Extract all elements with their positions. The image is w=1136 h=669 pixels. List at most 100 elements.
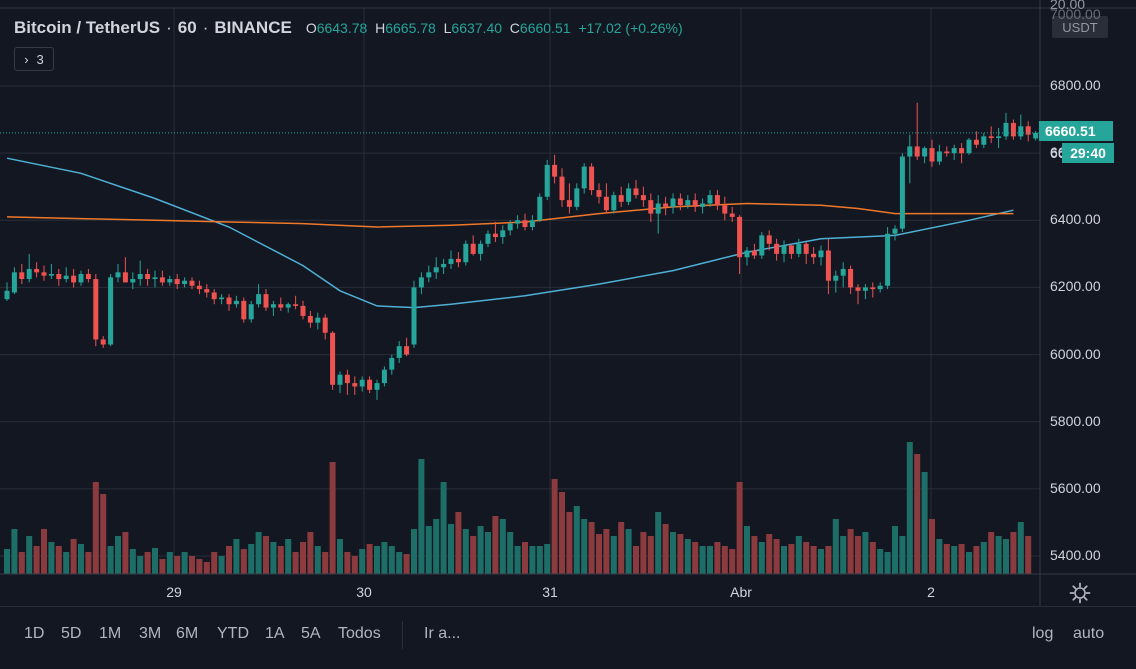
volume-bar [270, 542, 277, 574]
range-button-3m[interactable]: 3M [139, 625, 162, 642]
candle-body [174, 279, 180, 285]
candle-body [448, 258, 454, 264]
candle-body [840, 268, 846, 276]
volume-bar [78, 544, 84, 574]
candle-body [233, 300, 239, 305]
volume-bar [1017, 522, 1024, 574]
candle-body [492, 233, 498, 238]
close-key: C [509, 20, 520, 36]
candle-body [285, 304, 291, 308]
candle-body [751, 250, 757, 256]
volume-bar [677, 534, 684, 574]
candle-body [796, 243, 802, 254]
high-key: H [375, 20, 386, 36]
candle-body [507, 223, 513, 231]
volume-bar [625, 529, 632, 574]
price-axis-label: 5600.00 [1050, 479, 1101, 496]
range-button-todos[interactable]: Todos [338, 625, 381, 642]
volume-bar [781, 546, 787, 574]
volume-bar [181, 552, 188, 574]
volume-bar [499, 519, 506, 574]
volume-bar [218, 556, 225, 574]
candle-body [404, 346, 410, 355]
volume-bar [63, 552, 70, 574]
candle-body [618, 195, 624, 202]
range-button-5d[interactable]: 5D [61, 625, 82, 642]
range-button-1m[interactable]: 1M [99, 625, 122, 642]
range-button-ytd[interactable]: YTD [217, 625, 249, 642]
volume-bar [129, 549, 136, 574]
candle-body [26, 268, 32, 280]
candle-body [470, 243, 476, 254]
volume-bar [758, 542, 765, 574]
interval-label[interactable]: 60 [177, 18, 197, 37]
volume-bar [581, 519, 588, 574]
range-button-1d[interactable]: 1D [24, 625, 45, 642]
candle-body [922, 148, 928, 157]
candle-body [552, 164, 558, 177]
volume-bar [847, 529, 854, 574]
chevron-right-icon: › [24, 51, 29, 67]
candle-body [500, 230, 506, 238]
last-price-tag: 6660.51 [1039, 121, 1113, 141]
candle-body [85, 274, 91, 280]
volume-bar [810, 546, 817, 574]
studies-toggle-button[interactable]: › 3 [14, 47, 54, 71]
candle-body [433, 267, 439, 273]
candle-body [374, 383, 380, 390]
candle-body [1003, 122, 1009, 137]
candle-body [677, 198, 683, 206]
goto-date-button[interactable]: Ir a... [424, 625, 461, 642]
candle-body [951, 148, 957, 154]
candle-body [115, 272, 121, 278]
auto-scale-button[interactable]: auto [1073, 625, 1105, 642]
range-button-6m[interactable]: 6M [176, 625, 199, 642]
volume-bar [958, 544, 965, 574]
grid [0, 8, 1040, 574]
time-axis-label: 29 [166, 584, 182, 600]
gear-icon[interactable] [1068, 581, 1092, 605]
volume-bar [707, 546, 713, 574]
candle-body [581, 166, 587, 189]
volume-bar [115, 536, 121, 574]
volume-bar [425, 526, 432, 574]
price-axis-label: 6200.00 [1050, 278, 1101, 295]
candle-body [1018, 126, 1024, 137]
volume-bar [307, 532, 314, 574]
volume-bar [788, 544, 795, 574]
candle-body [93, 279, 99, 340]
log-scale-button[interactable]: log [1032, 625, 1054, 642]
volume-bar [536, 546, 543, 574]
separator-dot: · [166, 18, 172, 37]
candle-body [108, 277, 114, 345]
candle-body [352, 383, 358, 387]
volume-bar [166, 552, 173, 574]
candle-body [855, 287, 861, 291]
candle-body [367, 379, 373, 390]
open-value: 6643.78 [316, 20, 368, 36]
candle-body [263, 294, 269, 308]
volume-bar [892, 526, 898, 574]
range-button-5a[interactable]: 5A [301, 625, 321, 642]
candle-body [182, 280, 188, 285]
candle-body [973, 139, 979, 145]
candle-body [596, 190, 602, 197]
volume-bar [736, 482, 743, 574]
currency-unit-badge[interactable]: USDT [1052, 16, 1108, 38]
candle-body [159, 277, 165, 283]
volume-bar [159, 559, 166, 574]
volume-bar [588, 522, 595, 574]
open-key: O [305, 20, 317, 36]
volume-bar [751, 536, 758, 574]
candle-body [204, 289, 210, 293]
price-axis-label: 5800.00 [1050, 412, 1101, 429]
volume-bar [366, 544, 373, 574]
studies-count: 3 [36, 51, 44, 67]
price-axis-label-partial-66: 66 [1050, 145, 1066, 161]
range-button-1a[interactable]: 1A [265, 625, 285, 642]
volume-bar [411, 529, 417, 574]
volume-bar [314, 546, 321, 574]
volume-bar [855, 536, 861, 574]
symbol-name[interactable]: Bitcoin / TetherUS [14, 18, 161, 37]
